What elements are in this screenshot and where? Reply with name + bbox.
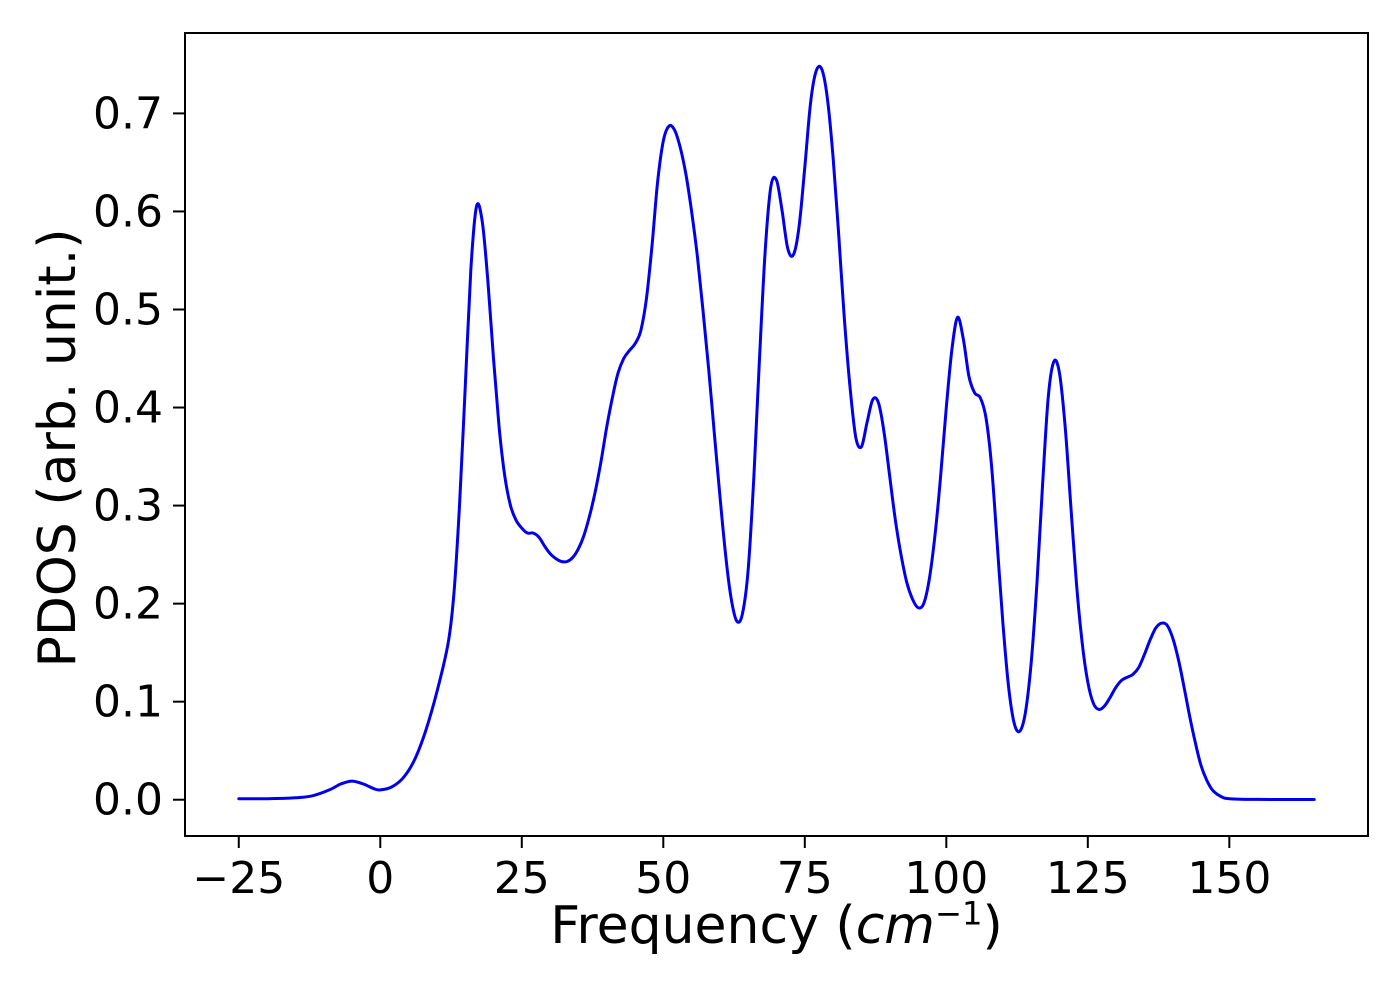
x-tick-label: 0 (366, 853, 394, 904)
x-tick-label: −25 (192, 853, 285, 904)
x-axis-label-text: Frequency ( (550, 896, 856, 956)
x-tick-label: 25 (494, 853, 550, 904)
y-axis-label: PDOS (arb. unit.) (28, 228, 88, 668)
y-tick-label: 0.7 (93, 88, 163, 139)
y-tick-label: 0.5 (93, 284, 163, 335)
x-tick-label: 50 (635, 853, 691, 904)
x-tick-label: 100 (904, 853, 988, 904)
x-tick-label: 75 (777, 853, 833, 904)
x-tick-label: 125 (1046, 853, 1130, 904)
y-tick-label: 0.1 (93, 677, 163, 728)
x-axis-label: Frequency (cm−1) (185, 896, 1368, 956)
y-tick-label: 0.4 (93, 383, 163, 434)
x-axis-ticks: −25 0 25 50 75 100 125 150 (192, 836, 1271, 904)
y-tick-label: 0.3 (93, 481, 163, 532)
y-axis-ticks: 0.0 0.1 0.2 0.3 0.4 0.5 0.6 0.7 (93, 88, 185, 826)
pdos-curve (237, 64, 1316, 802)
y-tick-label: 0.6 (93, 186, 163, 237)
x-axis-label-italic: cm (855, 896, 935, 956)
plot-area-border (184, 32, 1369, 837)
y-tick-label: 0.0 (93, 775, 163, 826)
x-axis-label-suffix: ) (982, 896, 1003, 956)
x-axis-label-superscript: −1 (934, 894, 983, 933)
x-tick-label: 150 (1187, 853, 1271, 904)
y-tick-label: 0.2 (93, 579, 163, 630)
